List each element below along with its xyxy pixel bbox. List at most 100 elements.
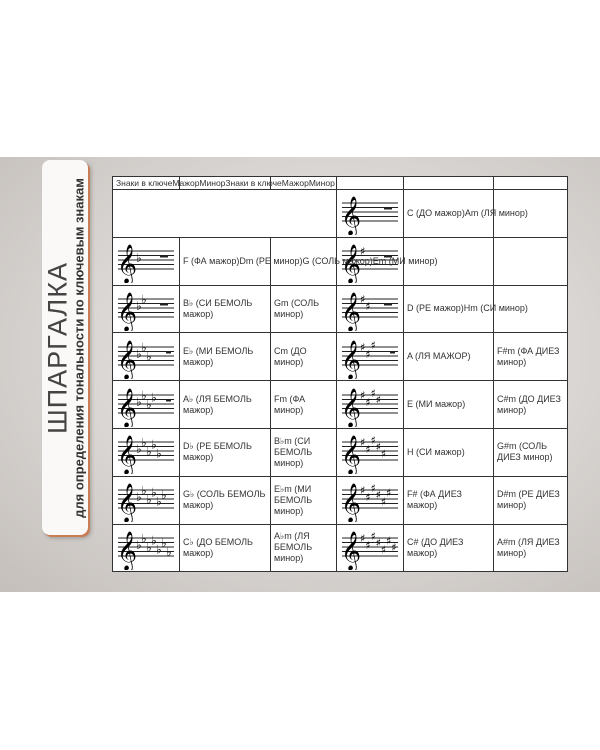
minor-key: Fm (ФА минор)	[274, 393, 306, 415]
header-cell	[180, 177, 271, 190]
treble-clef-icon: 𝄞	[117, 483, 137, 522]
minor-key: D#m (РЕ ДИЕЗ минор)	[497, 489, 560, 511]
staff-cell: 𝄞 ♯ ♯ ♯ ♯	[337, 381, 404, 429]
flat-key-signature: 𝄞♭ ♭♭ ♭	[117, 388, 174, 427]
treble-clef-icon: 𝄞	[341, 388, 361, 427]
major-key: H (СИ мажор)	[407, 446, 465, 457]
minor-key: E♭m (МИ БЕМОЛЬ минор)	[274, 483, 313, 516]
flat-icon: ♭	[166, 545, 172, 559]
minor-cell: G#m (СОЛЬ ДИЕЗ минор)	[494, 429, 568, 477]
flat-icon: ♭	[136, 299, 142, 313]
major-key: E♭ (МИ БЕМОЛЬ мажор)	[183, 345, 254, 367]
minor-key: Cm (ДО минор)	[274, 345, 307, 367]
major-key: A (ЛЯ МАЖОР)	[407, 351, 471, 362]
minor-key: Gm (СОЛЬ минор)	[274, 297, 320, 319]
flat-icon: ♭	[146, 349, 152, 363]
flat-icon: ♭	[151, 533, 157, 547]
sharp-icon: ♯	[370, 386, 375, 399]
minor-key: F#m (ФА ДИЕЗ минор)	[497, 345, 560, 367]
whole-rest-icon	[166, 350, 171, 354]
key-names: D (РЕ мажор)Hm (СИ минор)	[407, 303, 528, 314]
major-key: B♭ (СИ БЕМОЛЬ мажор)	[183, 297, 253, 319]
sharp-icon: ♯	[360, 389, 365, 402]
sharp-icon: ♯	[365, 443, 370, 456]
treble-clef-icon: 𝄞	[117, 340, 137, 379]
key-names: F (ФА мажор)Dm (РЕ минор)G (СОЛЬ мажор)E…	[183, 255, 438, 266]
minor-cell: B♭m (СИ БЕМОЛЬ минор)	[271, 429, 337, 477]
staff-cell: 𝄞 ♯ ♯ ♯	[337, 333, 404, 382]
flat-icon: ♭	[161, 536, 167, 550]
flat-icon: ♭	[161, 488, 167, 502]
major-cell: D (РЕ мажор)Hm (СИ минор)	[404, 285, 528, 334]
sharp-icon: ♯	[370, 530, 375, 543]
sharp-icon: ♯	[365, 395, 370, 408]
minor-key: B♭m (СИ БЕМОЛЬ минор)	[274, 435, 313, 468]
sharp-icon: ♯	[360, 484, 365, 497]
sharp-icon: ♯	[365, 348, 370, 361]
minor-cell: A♭m (ЛЯ БЕМОЛЬ минор)	[271, 524, 337, 573]
sharp-icon: ♯	[376, 536, 381, 549]
flat-icon: ♭	[156, 542, 162, 556]
minor-cell: E♭m (МИ БЕМОЛЬ минор)	[271, 476, 337, 525]
sharp-key-signature: 𝄞♯♯♯	[341, 339, 398, 379]
treble-clef-icon: 𝄞	[341, 244, 361, 283]
flat-icon: ♭	[146, 397, 152, 411]
staff-cell: 𝄞 ♭ ♭ ♭ ♭	[113, 381, 180, 429]
flat-icon: ♭	[136, 538, 142, 552]
minor-key: C#m (ДО ДИЕЗ минор)	[497, 393, 561, 415]
flat-key-signature: 𝄞♭	[117, 244, 174, 283]
flat-icon: ♭	[141, 436, 147, 450]
sharp-icon: ♯	[370, 482, 375, 495]
header-cell	[271, 177, 337, 190]
minor-key: G#m (СОЛЬ ДИЕЗ минор)	[497, 441, 553, 463]
sharp-key-signature: 𝄞♯♯♯♯♯♯	[341, 482, 398, 522]
treble-clef-icon: 𝄞	[117, 244, 137, 283]
staff-cell: 𝄞 ♯ ♯ ♯ ♯ ♯ ♯	[337, 476, 404, 525]
sharp-icon: ♯	[360, 293, 365, 306]
major-cell: A (ЛЯ МАЖОР)	[404, 333, 494, 382]
flat-icon: ♭	[136, 347, 142, 361]
treble-clef-icon: 𝄞	[341, 196, 361, 235]
treble-clef-icon: 𝄞	[341, 435, 361, 474]
minor-cell	[494, 285, 568, 334]
treble-clef-icon: 𝄞	[117, 292, 137, 331]
staff-cell: 𝄞 ♯ ♯ ♯ ♯ ♯	[337, 429, 404, 477]
sharp-icon: ♯	[376, 393, 381, 406]
whole-rest-icon	[390, 350, 395, 354]
empty-cell	[113, 190, 337, 238]
sharp-icon: ♯	[360, 341, 365, 354]
flat-icon: ♭	[146, 540, 152, 554]
staff-cell: 𝄞 ♭ ♭ ♭ ♭ ♭ ♭ ♭	[113, 524, 180, 573]
sharp-icon: ♯	[360, 436, 365, 449]
title: ШПАРГАЛКА	[42, 261, 73, 434]
minor-cell: C#m (ДО ДИЕЗ минор)	[494, 381, 568, 429]
sharp-icon: ♯	[370, 339, 375, 352]
sharp-icon: ♯	[376, 441, 381, 454]
sharp-key-signature: 𝄞♯♯	[341, 292, 398, 331]
major-cell: E (МИ мажор)	[404, 381, 494, 429]
flat-key-signature: 𝄞♭ ♭	[117, 292, 174, 331]
key-names: C (ДО мажор)Am (ЛЯ минор)	[407, 207, 528, 218]
flat-icon: ♭	[146, 445, 152, 459]
staff-cell: 𝄞 ♭	[113, 237, 180, 286]
sharp-icon: ♯	[391, 541, 396, 554]
subtitle: для определения тональности по ключевым …	[71, 177, 87, 518]
sharp-icon: ♯	[381, 543, 386, 556]
minor-cell: D#m (РЕ ДИЕЗ минор)	[494, 476, 568, 525]
sharp-icon: ♯	[376, 489, 381, 502]
treble-clef-icon: 𝄞	[341, 531, 361, 570]
treble-clef-icon: 𝄞	[117, 435, 137, 474]
flat-icon: ♭	[141, 483, 147, 497]
sharp-icon: ♯	[370, 434, 375, 447]
key-signature-table: Знаки в ключеМажорМинорЗнаки в ключеМажо…	[112, 176, 568, 573]
major-cell: A♭ (ЛЯ БЕМОЛЬ мажор)	[180, 381, 271, 429]
flat-key-signature: 𝄞♭ ♭♭ ♭♭	[117, 435, 174, 474]
minor-cell	[494, 237, 568, 286]
major-cell: F# (ФА ДИЕЗ мажор)	[404, 476, 494, 525]
whole-rest-icon	[384, 207, 392, 210]
flat-icon: ♭	[151, 438, 157, 452]
minor-cell	[494, 190, 568, 238]
whole-rest-icon	[384, 302, 392, 306]
title-label: ШПАРГАЛКА для определения тональности по…	[42, 160, 88, 535]
major-key: C♭ (ДО БЕМОЛЬ мажор)	[183, 536, 253, 558]
